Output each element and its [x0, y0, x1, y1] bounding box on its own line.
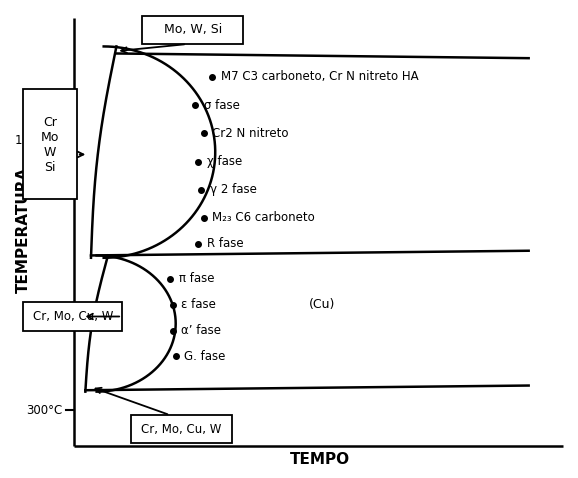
Text: M7 C3 carboneto, Cr N nitreto HA: M7 C3 carboneto, Cr N nitreto HA	[221, 70, 418, 84]
Text: α’ fase: α’ fase	[181, 324, 221, 337]
Text: σ fase: σ fase	[204, 98, 240, 112]
Bar	[131, 415, 232, 443]
Text: ε fase: ε fase	[181, 298, 216, 311]
Bar	[23, 303, 122, 331]
Text: M₂₃ C6 carboneto: M₂₃ C6 carboneto	[212, 211, 315, 224]
Text: χ fase: χ fase	[207, 155, 242, 168]
Text: Cr
Mo
W
Si: Cr Mo W Si	[41, 116, 59, 174]
Text: TEMPO: TEMPO	[290, 452, 350, 467]
Bar	[142, 16, 243, 44]
Text: Cr, Mo, Cu, W: Cr, Mo, Cu, W	[141, 423, 221, 436]
Text: 1 000°C: 1 000°C	[15, 134, 63, 147]
Text: Mo, W, Si: Mo, W, Si	[164, 23, 222, 36]
Text: G. fase: G. fase	[184, 350, 225, 363]
Text: TEMPERATURA: TEMPERATURA	[16, 166, 31, 293]
Text: γ 2 fase: γ 2 fase	[210, 183, 257, 196]
Text: (Cu): (Cu)	[309, 298, 335, 311]
Text: 300°C: 300°C	[27, 404, 63, 417]
Text: π fase: π fase	[179, 272, 214, 285]
Text: R fase: R fase	[207, 237, 243, 250]
Bar	[23, 89, 77, 199]
Text: Cr, Mo, Cu, W: Cr, Mo, Cu, W	[33, 310, 113, 323]
Text: Cr2 N nitreto: Cr2 N nitreto	[212, 127, 289, 140]
